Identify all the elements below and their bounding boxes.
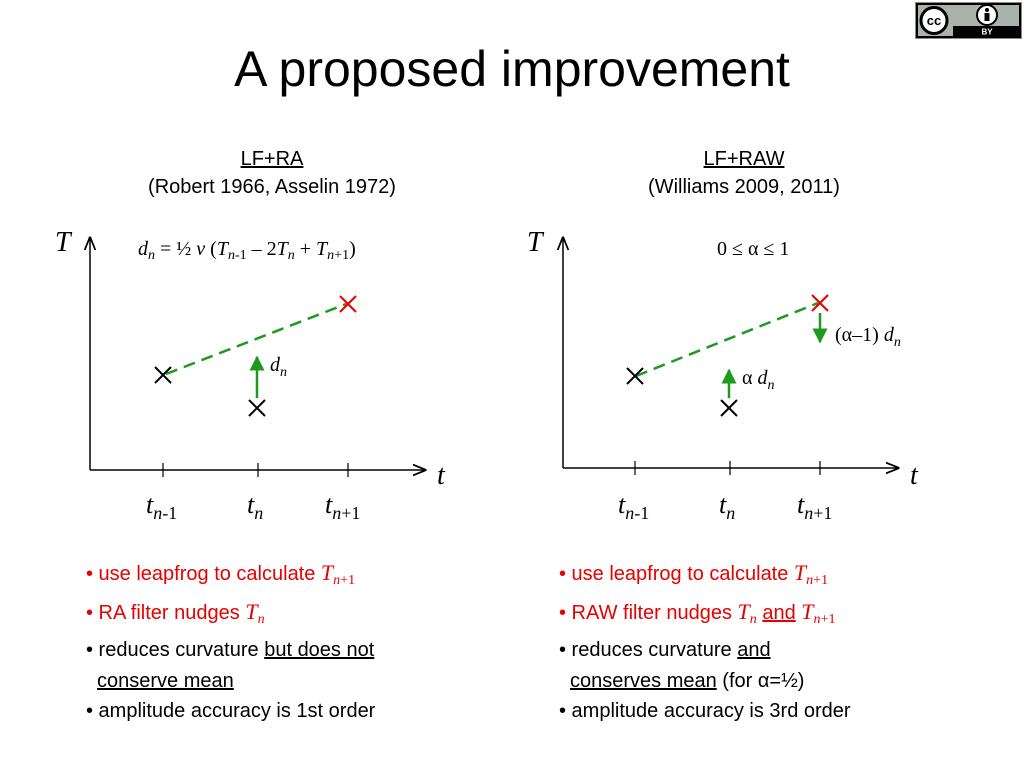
right-x-label: t	[910, 460, 919, 491]
right-cross-n-plus-1-red	[811, 294, 829, 312]
right-tick-label-n: tn	[719, 490, 735, 523]
left-bullet-1: • use leapfrog to calculate Tn+1	[86, 560, 356, 588]
right-bullet-3-continued: conserves mean (for α=½)	[570, 669, 805, 692]
left-dashed-line	[165, 302, 347, 376]
cc-by-license-badge: cc BY	[915, 2, 1022, 39]
left-tick-label-n: tn	[247, 490, 263, 523]
left-x-label: t	[437, 460, 446, 491]
left-method-name: LF+RA	[240, 148, 304, 170]
left-cross-n	[248, 399, 266, 417]
right-y-label: T	[527, 227, 545, 258]
right-bullet-4: • amplitude accuracy is 3rd order	[559, 700, 851, 722]
right-citation: (Williams 2009, 2011)	[648, 176, 840, 198]
right-heading: LF+RAW (Williams 2009, 2011)	[544, 145, 944, 201]
by-text: BY	[981, 28, 993, 37]
right-lower-arrow-label: α dn	[742, 367, 774, 393]
cc-text: cc	[927, 13, 941, 28]
left-tick-label-n-plus-1: tn+1	[325, 490, 360, 523]
right-upper-arrow-label: (α–1) dn	[835, 324, 901, 350]
right-formula: 0 ≤ α ≤ 1	[717, 238, 789, 260]
right-bullet-2: • RAW filter nudges Tn and Tn+1	[559, 598, 836, 627]
cc-icon	[919, 6, 949, 35]
left-bullet-4: • amplitude accuracy is 1st order	[86, 700, 376, 722]
right-bullet-3: • reduces curvature and	[559, 639, 771, 661]
right-tick-label-n-plus-1: tn+1	[797, 490, 832, 523]
right-cross-n	[720, 399, 738, 417]
right-bullet-1: • use leapfrog to calculate Tn+1	[559, 560, 829, 588]
right-dashed-line	[635, 301, 819, 378]
left-tick-label-n-minus-1: tn-1	[146, 490, 177, 523]
left-heading: LF+RA (Robert 1966, Asselin 1972)	[72, 145, 472, 201]
left-citation: (Robert 1966, Asselin 1972)	[148, 176, 396, 198]
right-method-name: LF+RAW	[703, 148, 785, 170]
left-bullet-2: • RA filter nudges Tn	[86, 598, 265, 627]
right-tick-label-n-minus-1: tn-1	[618, 490, 649, 523]
right-bullet-list: • use leapfrog to calculate Tn+1 • RAW f…	[559, 558, 851, 727]
slide-title: A proposed improvement	[234, 41, 790, 97]
left-cross-n-plus-1-red	[339, 295, 357, 313]
right-diagram: T t 0 ≤ α ≤ 1 (α–1) dn α dn tn-1 tn tn+1	[527, 227, 919, 523]
left-diagram: T t dn = ½ ν (Tn-1 – 2Tn + Tn+1) dn tn-1…	[55, 227, 446, 523]
left-y-label: T	[55, 227, 73, 258]
left-bullet-list: • use leapfrog to calculate Tn+1 • RA fi…	[86, 558, 375, 727]
left-arrow-label: dn	[270, 354, 287, 380]
right-cross-n-minus-1	[626, 367, 644, 385]
left-cross-n-minus-1	[154, 366, 172, 384]
left-bullet-3-continued: conserve mean	[97, 669, 234, 692]
left-formula: dn = ½ ν (Tn-1 – 2Tn + Tn+1)	[138, 238, 356, 263]
left-bullet-3: • reduces curvature but does not	[86, 639, 375, 661]
